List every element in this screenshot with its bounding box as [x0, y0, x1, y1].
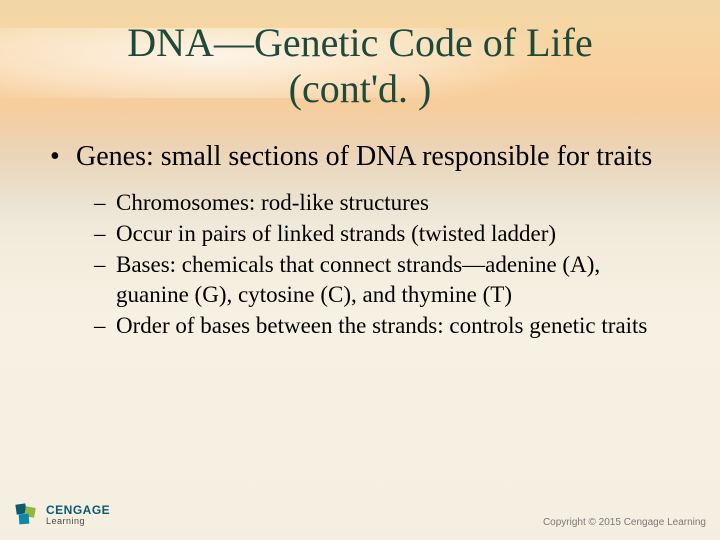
bullet-level2: Bases: chemicals that connect strands—ad…	[94, 250, 670, 309]
title-line-2: (cont'd. )	[289, 66, 432, 111]
sublist: Chromosomes: rod-like structures Occur i…	[94, 188, 670, 341]
subbullet-text: Bases: chemicals that connect strands—ad…	[116, 252, 600, 306]
logo-mark-icon	[14, 502, 40, 528]
subbullet-text: Occur in pairs of linked strands (twiste…	[116, 221, 556, 246]
subbullet-text: Order of bases between the strands: cont…	[116, 313, 647, 338]
slide-title: DNA—Genetic Code of Life (cont'd. )	[0, 20, 720, 112]
logo-text-line2: Learning	[46, 517, 110, 526]
bullet-level2: Chromosomes: rod-like structures	[94, 188, 670, 217]
slide: DNA—Genetic Code of Life (cont'd. ) Gene…	[0, 0, 720, 540]
bullet-level2: Order of bases between the strands: cont…	[94, 311, 670, 340]
copyright-text: Copyright © 2015 Cengage Learning	[543, 517, 706, 528]
logo-text-line1: CENGAGE	[46, 504, 110, 516]
slide-body: Genes: small sections of DNA responsible…	[50, 140, 670, 343]
bullet-level1: Genes: small sections of DNA responsible…	[50, 140, 670, 174]
subbullet-text: Chromosomes: rod-like structures	[116, 190, 429, 215]
bullet-level2: Occur in pairs of linked strands (twiste…	[94, 219, 670, 248]
title-line-1: DNA—Genetic Code of Life	[127, 20, 592, 65]
publisher-logo: CENGAGE Learning	[14, 502, 110, 528]
bullet-text: Genes: small sections of DNA responsible…	[76, 141, 652, 172]
